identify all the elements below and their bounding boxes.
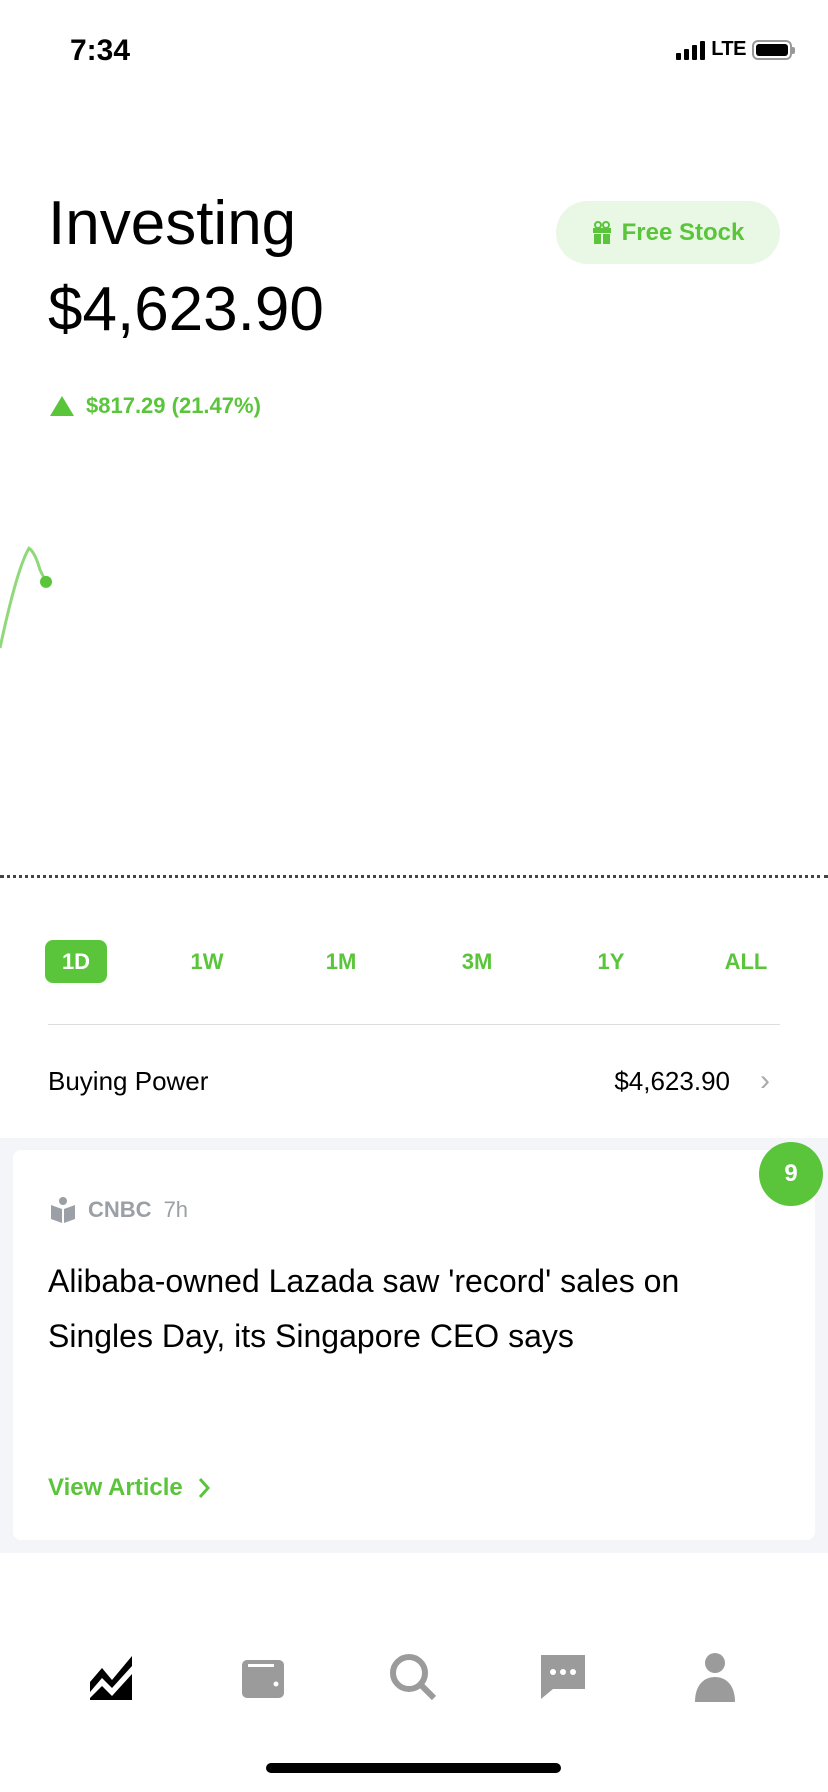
- news-source-row: CNBC 7h: [50, 1196, 188, 1224]
- news-card[interactable]: [13, 1150, 815, 1540]
- range-tab-1d[interactable]: 1D: [45, 940, 107, 983]
- portfolio-change: $817.29 (21.47%): [50, 393, 261, 419]
- tab-messages[interactable]: [538, 1652, 588, 1702]
- status-indicators: LTE: [676, 38, 795, 61]
- chart-current-point: [40, 575, 52, 588]
- news-count-badge: 9: [759, 1142, 823, 1206]
- wallet-icon: [242, 1660, 284, 1698]
- home-indicator[interactable]: [266, 1763, 561, 1773]
- search-icon: [390, 1654, 437, 1701]
- change-text: $817.29 (21.47%): [86, 393, 261, 418]
- tab-search[interactable]: [388, 1652, 438, 1702]
- tab-profile[interactable]: [690, 1652, 740, 1702]
- up-arrow-icon: [50, 396, 74, 416]
- chart-line: [0, 546, 48, 649]
- signal-icon: [676, 40, 706, 60]
- network-label: LTE: [711, 38, 746, 60]
- news-source-icon: [51, 1197, 75, 1223]
- chevron-right-icon: [198, 1478, 210, 1498]
- portfolio-value: $4,623.90: [48, 275, 324, 344]
- free-stock-label: Free Stock: [621, 218, 745, 246]
- chevron-right-icon[interactable]: ›: [760, 1064, 770, 1097]
- messages-icon: [541, 1655, 585, 1699]
- view-article-label: View Article: [48, 1474, 183, 1501]
- page-title: Investing: [48, 189, 297, 258]
- news-headline[interactable]: Alibaba-owned Lazada saw 'record' sales …: [48, 1263, 680, 1354]
- profile-icon: [695, 1653, 735, 1702]
- news-age: 7h: [163, 1197, 189, 1222]
- range-tab-1y[interactable]: 1Y: [597, 948, 625, 974]
- gift-icon: [592, 220, 611, 244]
- range-tab-1m[interactable]: 1M: [325, 948, 357, 974]
- news-source: CNBC: [88, 1197, 152, 1222]
- divider: [48, 1024, 780, 1025]
- tab-investing[interactable]: [86, 1652, 136, 1702]
- range-tab-3m[interactable]: 3M: [461, 948, 493, 974]
- status-time: 7:34: [70, 34, 131, 67]
- chart-icon: [90, 1656, 132, 1700]
- range-tab-1w[interactable]: 1W: [190, 948, 224, 974]
- buying-power-value[interactable]: $4,623.90: [614, 1066, 730, 1096]
- range-tab-all[interactable]: ALL: [724, 948, 768, 974]
- chart-baseline: [0, 875, 828, 878]
- tab-wallet[interactable]: [238, 1652, 288, 1702]
- buying-power-label[interactable]: Buying Power: [48, 1066, 209, 1096]
- battery-icon: [752, 39, 795, 60]
- portfolio-chart[interactable]: [0, 500, 828, 700]
- free-stock-button[interactable]: Free Stock: [556, 201, 780, 264]
- view-article-link[interactable]: View Article: [48, 1474, 211, 1502]
